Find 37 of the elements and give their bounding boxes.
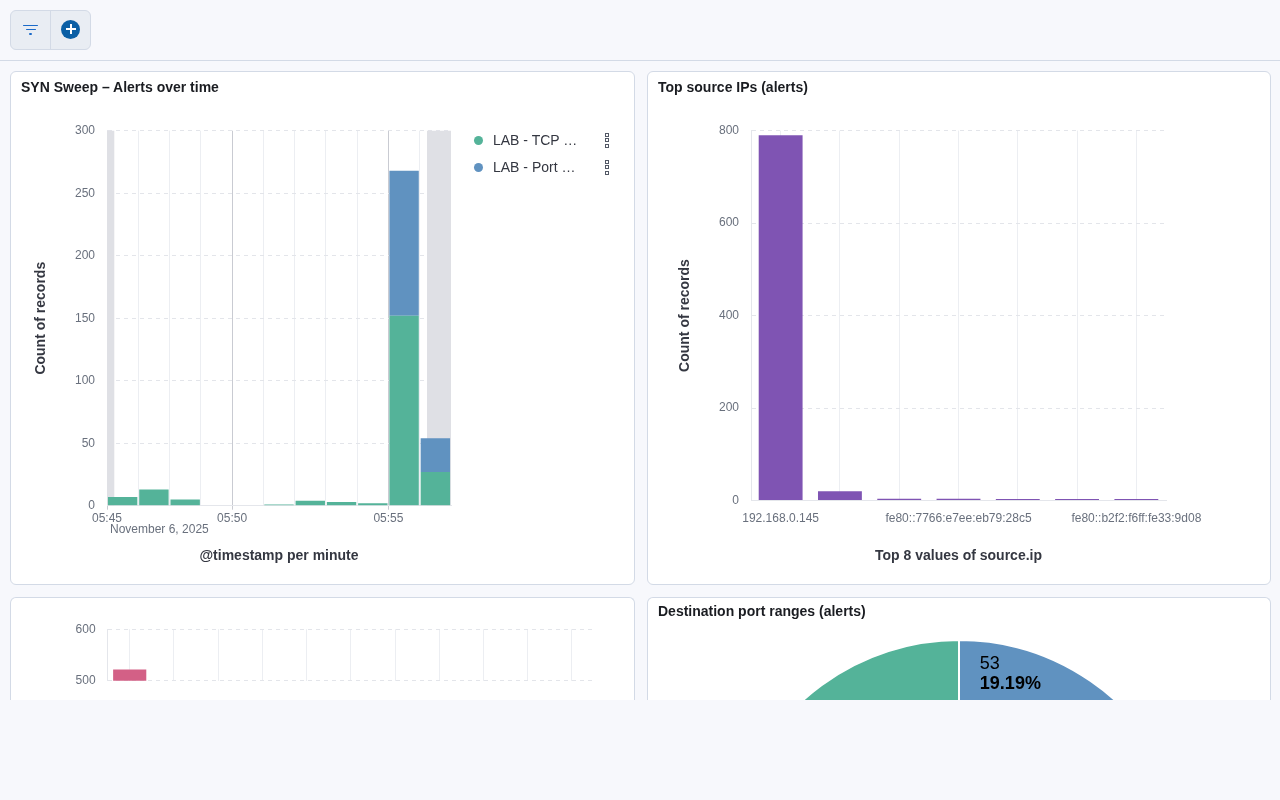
y-tick-label: 400 [718,307,740,322]
y-axis-title: Count of records [31,261,48,375]
y-tick-label: 150 [74,310,96,325]
y-tick-label: 600 [718,215,740,230]
chart-title: Destination port ranges (alerts) [658,603,866,620]
x-tick-label: fe80::b2f2:f6ff:fe33:9d08 [1071,511,1202,526]
y-tick-label: 100 [74,373,96,388]
bar [326,501,357,506]
y-tick-label: 200 [718,400,740,415]
y-tick-label: 500 [75,673,96,688]
x-tick-label: 05:55 [373,511,404,526]
text: November 6, 2025 [110,521,210,536]
x-tick-label: fe80::7766:e7ee:eb79:28c5 [885,511,1032,526]
x-tick-label: 05:50 [217,511,248,526]
bar [107,496,138,506]
chart-title: Top source IPs (alerts) [658,79,808,96]
bar [758,135,803,500]
y-axis-title: Count of records [675,258,692,372]
y-tick-label: 300 [74,123,96,138]
y-tick-label: 800 [718,122,740,137]
y-tick-label: 250 [74,185,96,200]
legend-label: LAB - Port … [493,159,576,175]
y-tick-label: 0 [88,498,96,513]
y-tick-label: 600 [75,621,96,636]
x-axis-title: @timestamp per minute [199,546,359,563]
y-tick-label: 200 [74,248,96,263]
bar [389,170,419,316]
bar [420,471,451,506]
y-tick-label: 0 [732,492,740,507]
data-label: 53 19.19% [979,653,1041,694]
y-tick-label: 50 [81,435,96,450]
legend-label: LAB - TCP … [493,132,578,148]
x-tick-label: 192.168.0.145 [742,511,820,526]
x-axis-title: Top 8 values of source.ip [874,546,1043,563]
bar [817,491,862,500]
chart-title: SYN Sweep – Alerts over time [21,79,219,96]
bar [420,438,451,472]
